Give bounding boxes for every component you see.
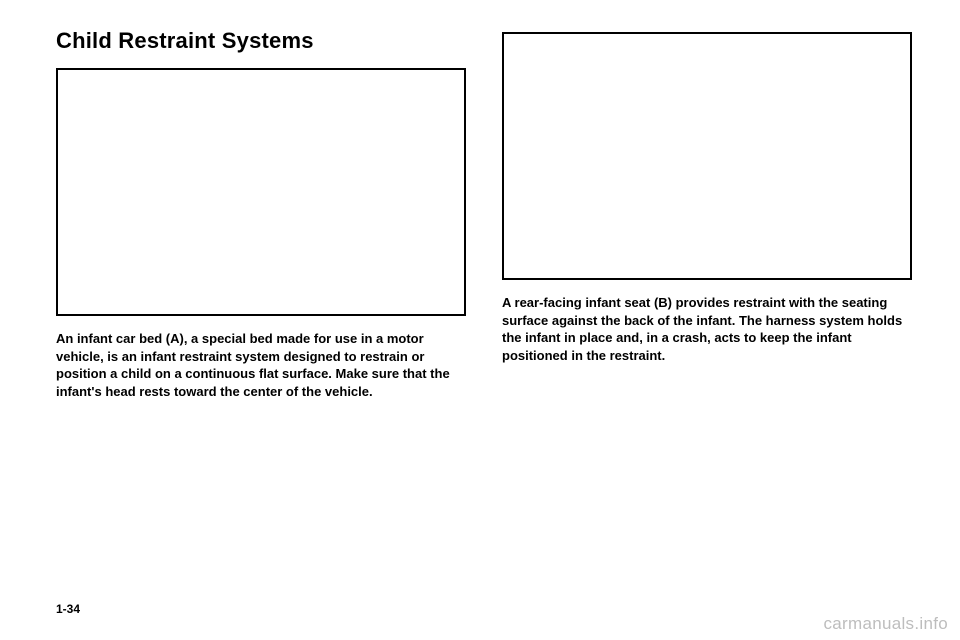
watermark: carmanuals.info [823,614,948,634]
figure-rear-facing-seat [502,32,912,280]
caption-rear-facing-seat: A rear-facing infant seat (B) provides r… [502,294,912,364]
left-column: Child Restraint Systems An infant car be… [56,28,466,400]
page-number: 1-34 [56,602,80,616]
manual-page: Child Restraint Systems An infant car be… [0,0,960,640]
right-column: A rear-facing infant seat (B) provides r… [502,28,912,400]
figure-infant-car-bed [56,68,466,316]
two-column-layout: Child Restraint Systems An infant car be… [56,28,912,400]
section-heading: Child Restraint Systems [56,28,466,54]
caption-infant-car-bed: An infant car bed (A), a special bed mad… [56,330,466,400]
